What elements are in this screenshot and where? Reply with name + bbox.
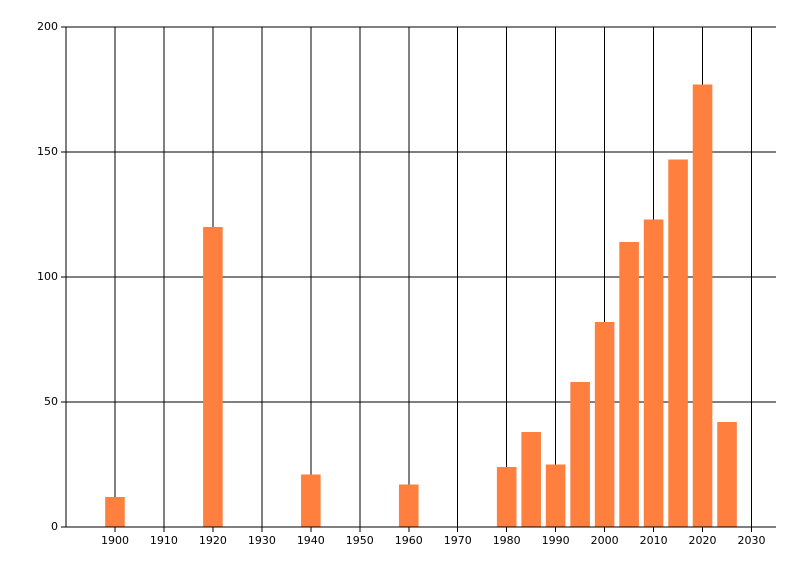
- bar: [717, 422, 737, 527]
- bar: [496, 467, 517, 527]
- x-tick-label: 1970: [444, 534, 472, 547]
- x-tick-label: 2010: [640, 534, 668, 547]
- x-tick-label: 1910: [150, 534, 178, 547]
- bar: [545, 464, 566, 527]
- bar: [521, 432, 541, 527]
- x-tick-label: 1990: [542, 534, 570, 547]
- x-tick-label: 1920: [199, 534, 227, 547]
- x-tick-label: 1960: [395, 534, 423, 547]
- y-tick-label: 50: [44, 395, 58, 408]
- bar: [619, 242, 639, 527]
- bar: [594, 322, 615, 527]
- y-tick-label: 200: [37, 20, 58, 33]
- x-tick-label: 1950: [346, 534, 374, 547]
- bar: [643, 219, 664, 527]
- bar: [692, 84, 713, 527]
- x-tick-label: 2030: [738, 534, 766, 547]
- bar: [203, 227, 223, 527]
- y-tick-label: 150: [37, 145, 58, 158]
- bar: [398, 484, 419, 527]
- bar: [668, 159, 688, 527]
- bar: [105, 497, 125, 527]
- x-tick-label: 1940: [297, 534, 325, 547]
- bar: [570, 382, 590, 527]
- x-tick-label: 2020: [689, 534, 717, 547]
- bar: [301, 474, 321, 527]
- x-tick-label: 1930: [248, 534, 276, 547]
- x-tick-label: 2000: [591, 534, 619, 547]
- x-tick-label: 1980: [493, 534, 521, 547]
- y-tick-label: 0: [51, 520, 58, 533]
- y-tick-label: 100: [37, 270, 58, 283]
- x-tick-label: 1900: [101, 534, 129, 547]
